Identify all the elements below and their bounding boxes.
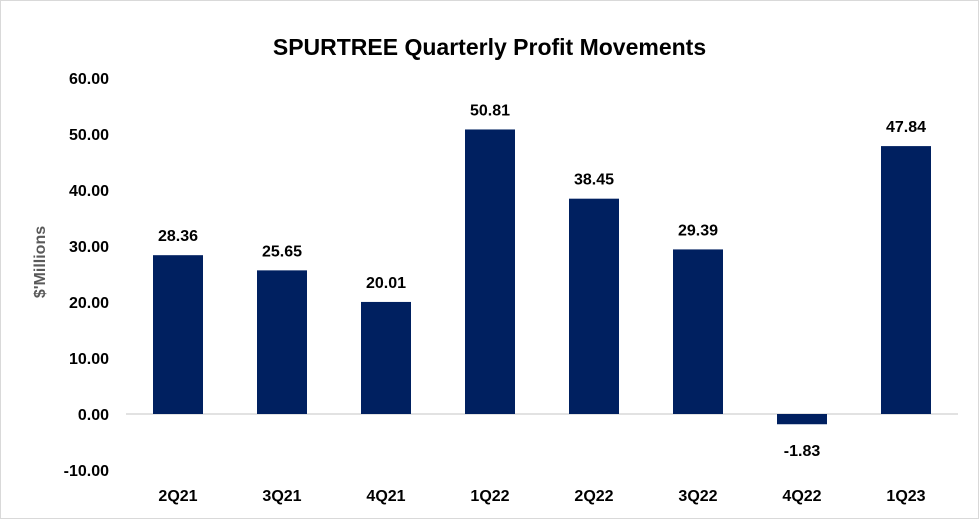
- bar-3Q22: [673, 249, 723, 414]
- y-tick-label: 20.00: [69, 295, 109, 312]
- x-tick-label: 1Q22: [470, 488, 509, 505]
- y-tick-label: -10.00: [64, 463, 109, 480]
- y-tick-label: 40.00: [69, 183, 109, 200]
- bar-2Q22: [569, 198, 619, 414]
- y-tick-label: 10.00: [69, 351, 109, 368]
- y-tick-label: 0.00: [78, 407, 109, 424]
- bar-4Q22: [777, 414, 827, 425]
- x-tick-label: 3Q22: [678, 488, 717, 505]
- data-label: 28.36: [158, 228, 198, 245]
- data-label: -1.83: [784, 443, 821, 460]
- x-tick-label: 4Q22: [782, 488, 821, 505]
- x-tick-label: 4Q21: [366, 488, 405, 505]
- y-tick-label: 50.00: [69, 127, 109, 144]
- bar-2Q21: [153, 255, 203, 414]
- data-label: 29.39: [678, 222, 718, 239]
- bar-1Q22: [465, 129, 515, 415]
- data-label: 38.45: [574, 172, 614, 189]
- y-tick-label: 60.00: [69, 71, 109, 88]
- x-tick-label: 2Q21: [158, 488, 197, 505]
- x-tick-label: 1Q23: [886, 488, 925, 505]
- x-tick-label: 3Q21: [262, 488, 301, 505]
- chart-title: SPURTREE Quarterly Profit Movements: [272, 34, 707, 60]
- data-label: 25.65: [262, 243, 302, 260]
- bar-1Q23: [881, 146, 931, 414]
- bar-3Q21: [257, 270, 307, 414]
- y-tick-label: 30.00: [69, 239, 109, 256]
- data-label: 20.01: [366, 275, 406, 292]
- x-tick-label: 2Q22: [574, 488, 613, 505]
- data-label: 50.81: [470, 102, 510, 119]
- bar-4Q21: [361, 301, 411, 414]
- data-label: 47.84: [886, 119, 926, 136]
